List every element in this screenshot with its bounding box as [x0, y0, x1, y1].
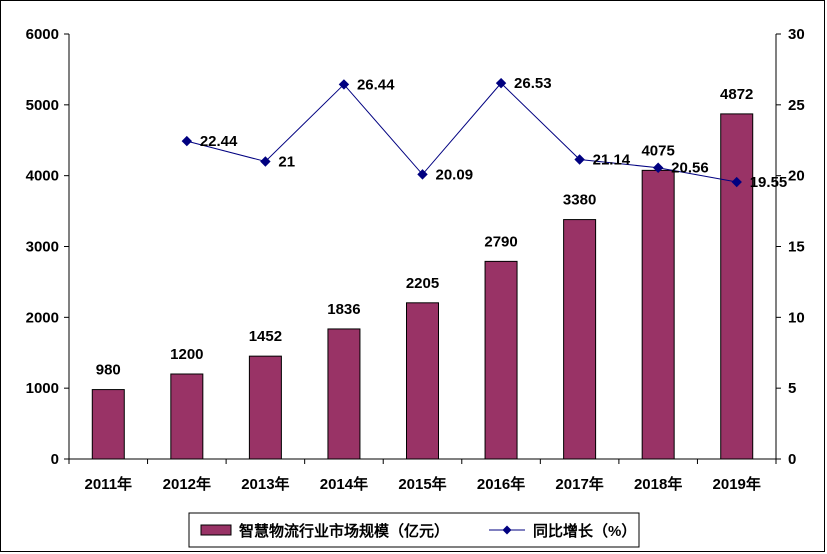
line-value-label: 19.55 [750, 174, 788, 191]
line-series [181, 77, 742, 188]
y-right-tick-label: 10 [788, 309, 805, 326]
bar [91, 389, 125, 460]
bar-value-label: 980 [96, 362, 121, 379]
legend-bar-label: 智慧物流行业市场规模（亿元） [239, 522, 449, 540]
line-marker [338, 79, 350, 90]
bar [484, 260, 518, 460]
line-marker [181, 135, 193, 147]
x-tick-label: 2017年 [555, 475, 603, 493]
line-value-label: 22.44 [200, 133, 238, 150]
x-tick-label: 2018年 [634, 475, 682, 493]
y-right-tick-label: 5 [788, 380, 796, 397]
data-labels: 980 1200 1452 1836 2205 2790 3380 4075 4872 22.44… [96, 75, 788, 378]
x-tick-label: 2014年 [320, 475, 368, 493]
y-left-tick-label: 1000 [26, 380, 59, 397]
bar [720, 113, 754, 460]
line-marker [260, 156, 271, 167]
bar-value-label: 1836 [327, 301, 360, 318]
bar-value-label: 4075 [641, 142, 674, 159]
line-value-label: 20.09 [436, 166, 474, 183]
legend-line-marker [502, 525, 512, 535]
bar [641, 169, 675, 460]
x-tick-label: 2016年 [477, 475, 525, 493]
line-value-label: 20.56 [671, 160, 709, 177]
x-tick-label: 2011年 [85, 475, 133, 493]
x-tick-label: 2012年 [163, 475, 211, 493]
x-tick-label: 2013年 [241, 475, 289, 493]
line-value-label: 26.53 [514, 75, 552, 92]
y-right-tick-label: 15 [788, 239, 805, 256]
bar-value-label: 1200 [170, 346, 203, 363]
bar [170, 373, 204, 460]
y-right-tick-label: 20 [788, 168, 805, 185]
y-left-tick-label: 2000 [26, 309, 59, 326]
line-marker [574, 154, 585, 165]
line-marker [495, 77, 507, 89]
bar [406, 302, 439, 460]
y-right-tick-label: 0 [788, 451, 796, 468]
line-marker [417, 169, 428, 180]
bar-value-label: 3380 [563, 192, 596, 209]
legend-line-label: 同比增长（%） [533, 522, 636, 540]
y-left-tick-label: 4000 [26, 168, 59, 185]
bar-series [91, 113, 754, 460]
line-value-label: 21.14 [593, 152, 631, 169]
line-marker [731, 176, 742, 188]
axes: 0 1000 2000 3000 4000 5000 6000 0 5 10 15 20 25 30 201… [26, 26, 805, 493]
y-left-tick-label: 5000 [26, 97, 59, 114]
bar [563, 219, 597, 460]
growth-line [186, 82, 737, 183]
y-right-tick-label: 30 [788, 26, 805, 43]
y-left-tick-label: 0 [51, 451, 59, 468]
line-marker [652, 162, 664, 173]
x-tick-label: 2019年 [713, 475, 761, 493]
x-tick-label: 2015年 [398, 475, 446, 493]
y-left-tick-label: 6000 [26, 26, 59, 43]
line-value-label: 21 [278, 154, 295, 171]
legend-bar-swatch [200, 524, 232, 536]
bar-value-label: 4872 [720, 86, 753, 103]
bar-value-label: 2205 [406, 275, 439, 292]
bar [248, 355, 282, 460]
bar-value-label: 2790 [484, 233, 517, 250]
y-left-tick-label: 3000 [26, 239, 59, 256]
bar [327, 328, 361, 460]
bar-value-label: 1452 [249, 328, 282, 345]
legend-box [188, 512, 640, 548]
line-value-label: 26.44 [357, 76, 395, 93]
y-right-tick-label: 25 [788, 97, 805, 114]
legend: 智慧物流行业市场规模（亿元） 同比增长（%） [188, 512, 640, 548]
